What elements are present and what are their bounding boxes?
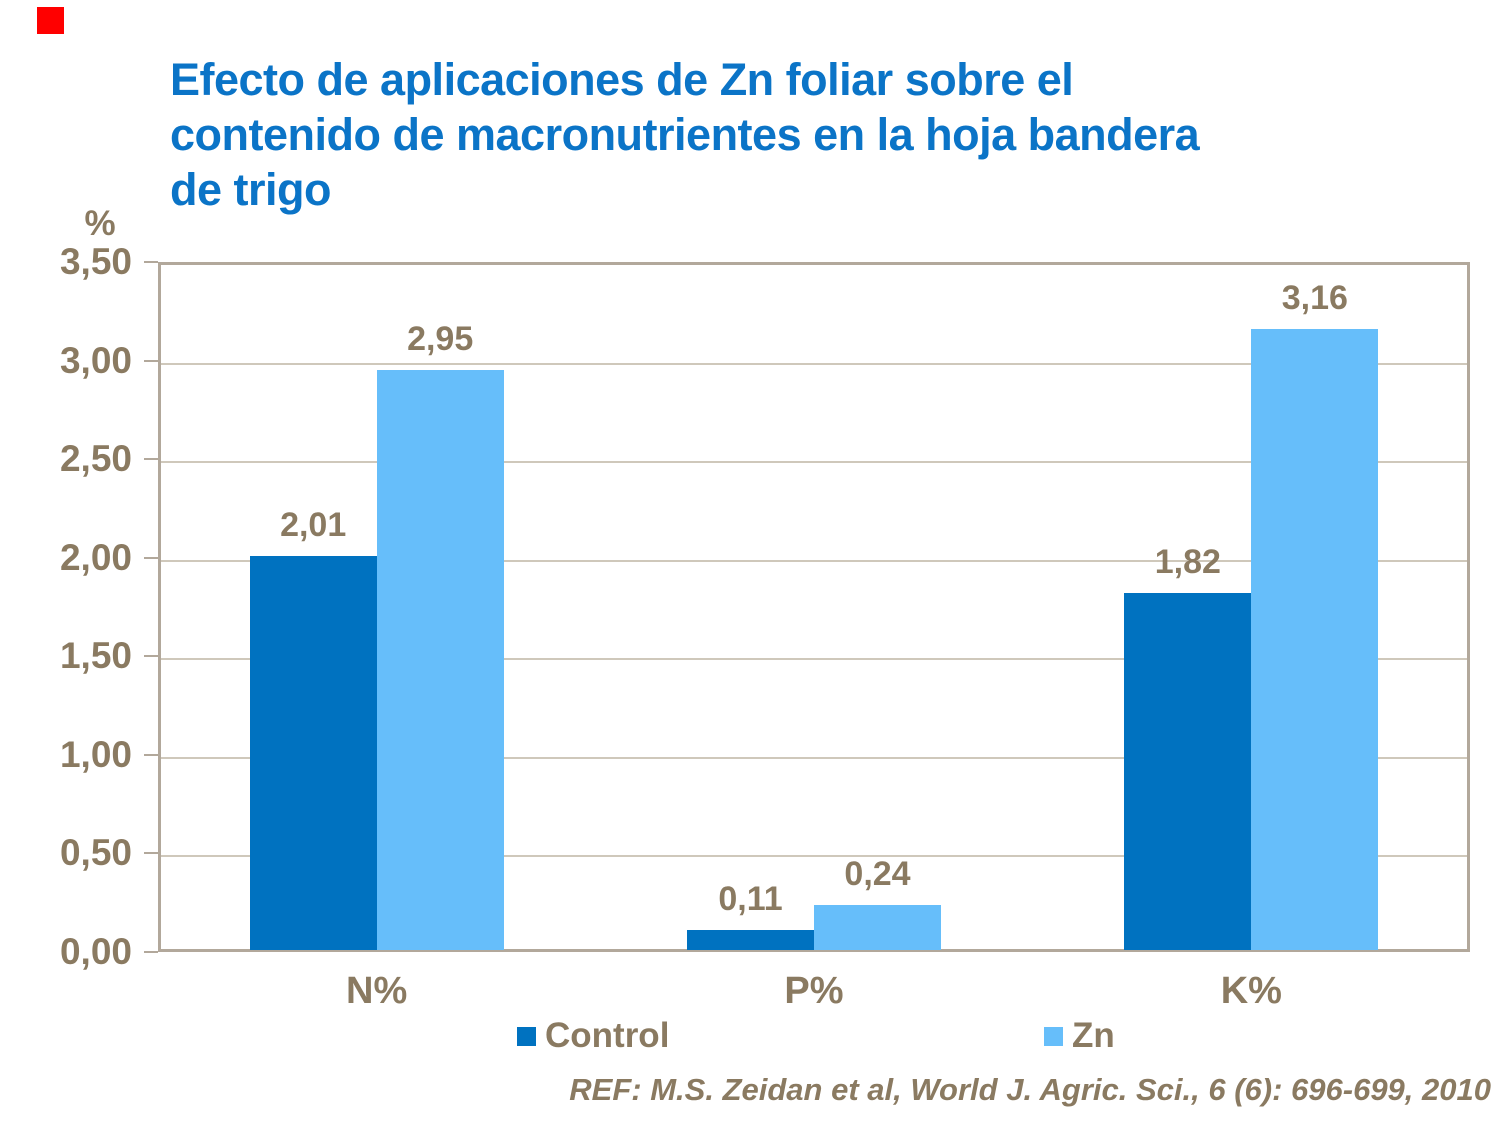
reference-citation: REF: M.S. Zeidan et al, World J. Agric. …: [569, 1072, 1491, 1107]
gridline: [161, 461, 1467, 464]
bar-value-label: 3,16: [1281, 279, 1348, 318]
bar-value-label: 2,01: [280, 505, 347, 544]
y-tick-mark: [144, 852, 158, 855]
x-axis-label-K: K%: [1220, 970, 1282, 1012]
bar-value-label: 0,24: [844, 854, 911, 893]
zn-series-swatch-icon: [1044, 1026, 1063, 1046]
y-tick-label: 0,50: [59, 832, 132, 874]
y-tick-mark: [144, 359, 158, 362]
legend-label-zn: Zn: [1072, 1016, 1115, 1055]
bar-zn-N: [376, 370, 504, 950]
bar-value-label: 2,95: [407, 320, 474, 359]
legend-label-control: Control: [545, 1016, 670, 1055]
y-tick-mark: [144, 753, 158, 756]
x-axis-label-P: P%: [784, 970, 844, 1012]
bar-zn-P: [814, 904, 941, 950]
gridline: [161, 658, 1467, 661]
bar-zn-K: [1251, 329, 1379, 950]
y-tick-label: 2,50: [59, 438, 132, 480]
legend-item-control: Control: [517, 1016, 669, 1056]
bar-control-N: [249, 555, 377, 950]
y-axis-title: %: [84, 204, 116, 243]
control-series-swatch-icon: [517, 1026, 536, 1046]
x-axis-label-N: N%: [346, 970, 408, 1012]
red-marker: [37, 7, 64, 34]
chart-title-line: Efecto de aplicaciones de Zn foliar sobr…: [170, 54, 1074, 105]
bar-value-label: 0,11: [718, 880, 783, 919]
y-tick-label: 0,00: [59, 931, 132, 972]
y-tick-label: 1,50: [59, 635, 132, 677]
y-tick-label: 1,00: [59, 733, 132, 775]
bar-control-K: [1124, 593, 1252, 950]
gridline: [161, 362, 1467, 365]
gridline: [161, 559, 1467, 562]
y-tick-mark: [144, 951, 158, 953]
y-tick-mark: [144, 261, 158, 263]
bar-control-P: [687, 930, 814, 950]
legend-item-zn: Zn: [1044, 1016, 1115, 1056]
chart-title-line: contenido de macronutrientes en la hoja …: [170, 109, 1200, 160]
chart-title-line: de trigo: [170, 164, 332, 215]
chart-title: Efecto de aplicaciones de Zn foliar sobr…: [170, 52, 1400, 217]
y-tick-label: 2,00: [59, 536, 132, 578]
y-tick-mark: [144, 458, 158, 461]
y-tick-label: 3,50: [59, 241, 132, 282]
y-tick-mark: [144, 556, 158, 559]
y-tick-label: 3,00: [59, 339, 132, 381]
bar-value-label: 1,82: [1154, 543, 1221, 582]
gridline: [161, 756, 1467, 759]
gridline: [161, 855, 1467, 858]
y-tick-mark: [144, 655, 158, 658]
